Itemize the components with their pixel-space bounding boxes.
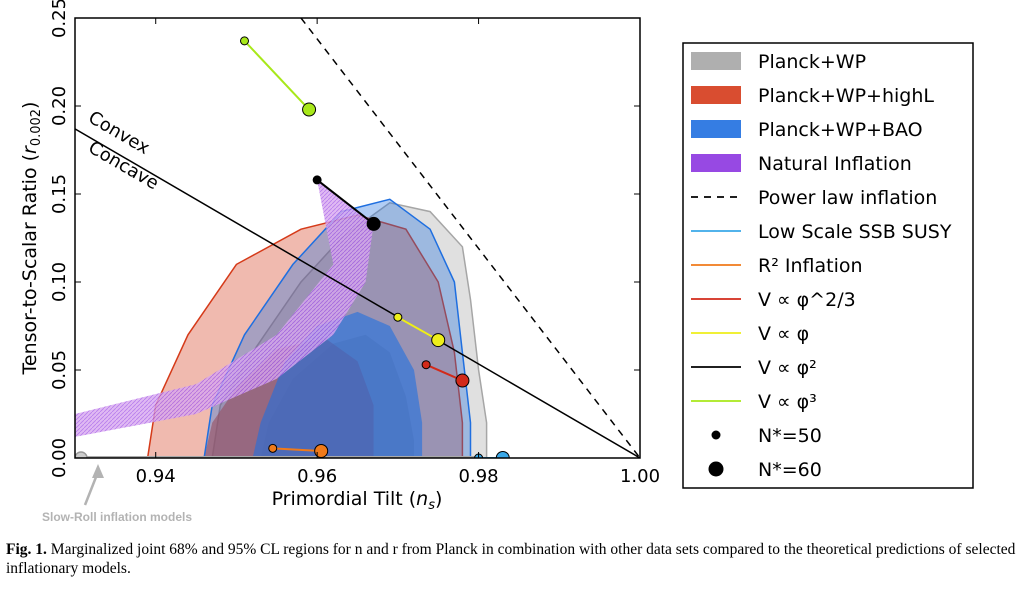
model-v-2-3 <box>421 360 470 388</box>
legend-dot <box>711 430 721 440</box>
y-axis-label: Tensor-to-Scalar Ratio (r0.002) <box>19 102 44 376</box>
x-tick-label: 0.96 <box>297 466 337 487</box>
model-point-n60 <box>495 451 510 458</box>
legend-label: Planck+WP+BAO <box>758 119 923 141</box>
legend-swatch <box>691 52 741 70</box>
model-point-n50 <box>268 443 278 453</box>
legend-label: Planck+WP <box>758 51 866 73</box>
legend-swatch <box>691 154 741 172</box>
legend-label: N*=60 <box>758 459 822 481</box>
model-point-n60 <box>302 102 317 117</box>
legend-label: Power law inflation <box>758 187 937 209</box>
x-tick-label: 0.98 <box>459 466 499 487</box>
contour-planck-wp-bao <box>203 198 472 458</box>
model-point-n50 <box>312 175 322 185</box>
contour-68 <box>252 311 423 458</box>
legend: Planck+WP Planck+WP+highL Planck+WP+BAO Nat… <box>682 42 974 489</box>
slow-roll-note: Slow-Roll inflation models <box>42 510 192 524</box>
model-r-inflation <box>268 443 329 458</box>
model-point-n50 <box>240 36 249 46</box>
power-law-line <box>300 18 640 458</box>
legend-swatch <box>691 86 741 104</box>
x-tick-label: 0.94 <box>136 466 176 487</box>
plot-frame <box>74 17 641 459</box>
legend-label: V ∝ φ² <box>758 357 817 379</box>
model-point-n60 <box>431 333 446 348</box>
model-segment <box>316 179 375 225</box>
model-segment <box>243 40 310 111</box>
legend-dot <box>708 461 724 477</box>
phi-squared-line <box>75 128 640 458</box>
model-v- <box>240 36 317 117</box>
y-tick-label: 0.10 <box>49 262 70 302</box>
model-v- <box>393 312 446 348</box>
axis-ticks: 0.94 0.96 0.98 1.00 0.00 0.05 0.10 0.15 0.20 0.25 <box>49 0 660 506</box>
model-point-n60 <box>366 216 381 231</box>
legend-swatch <box>691 120 741 138</box>
y-tick-label: 0.20 <box>49 86 70 126</box>
slow-roll-end-left <box>75 451 88 458</box>
model-point-n60 <box>455 373 470 388</box>
y-tick-label: 0.15 <box>49 174 70 214</box>
model-point-n50 <box>393 312 403 322</box>
figure-caption: Fig. 1. Marginalized joint 68% and 95% C… <box>6 540 1016 578</box>
y-tick-label: 0.00 <box>49 438 70 478</box>
x-axis-label: Primordial Tilt (ns) <box>272 488 443 513</box>
y-tick-label: 0.05 <box>49 350 70 390</box>
model-segment <box>397 316 439 341</box>
legend-label: N*=50 <box>758 425 822 447</box>
legend-label: Low Scale SSB SUSY <box>758 221 952 243</box>
x-tick-label: 1.00 <box>620 466 660 487</box>
slow-roll-arrow-head <box>92 464 104 478</box>
legend-label: Planck+WP+highL <box>758 85 934 107</box>
legend-label: V ∝ φ <box>758 323 809 345</box>
legend-label: V ∝ φ^2/3 <box>758 289 856 311</box>
model-point-n50 <box>421 360 431 370</box>
model-segment <box>272 447 322 452</box>
natural-inflation-band <box>75 179 374 437</box>
caption-text: Marginalized joint 68% and 95% CL region… <box>6 541 1016 577</box>
legend-label: V ∝ φ³ <box>758 391 817 413</box>
y-tick-label: 0.25 <box>49 0 70 38</box>
model-point-n60 <box>314 443 329 458</box>
caption-label: Fig. 1. <box>6 541 47 558</box>
legend-label: R² Inflation <box>758 255 863 277</box>
legend-label: Natural Inflation <box>758 153 912 175</box>
model-v- <box>312 175 381 231</box>
